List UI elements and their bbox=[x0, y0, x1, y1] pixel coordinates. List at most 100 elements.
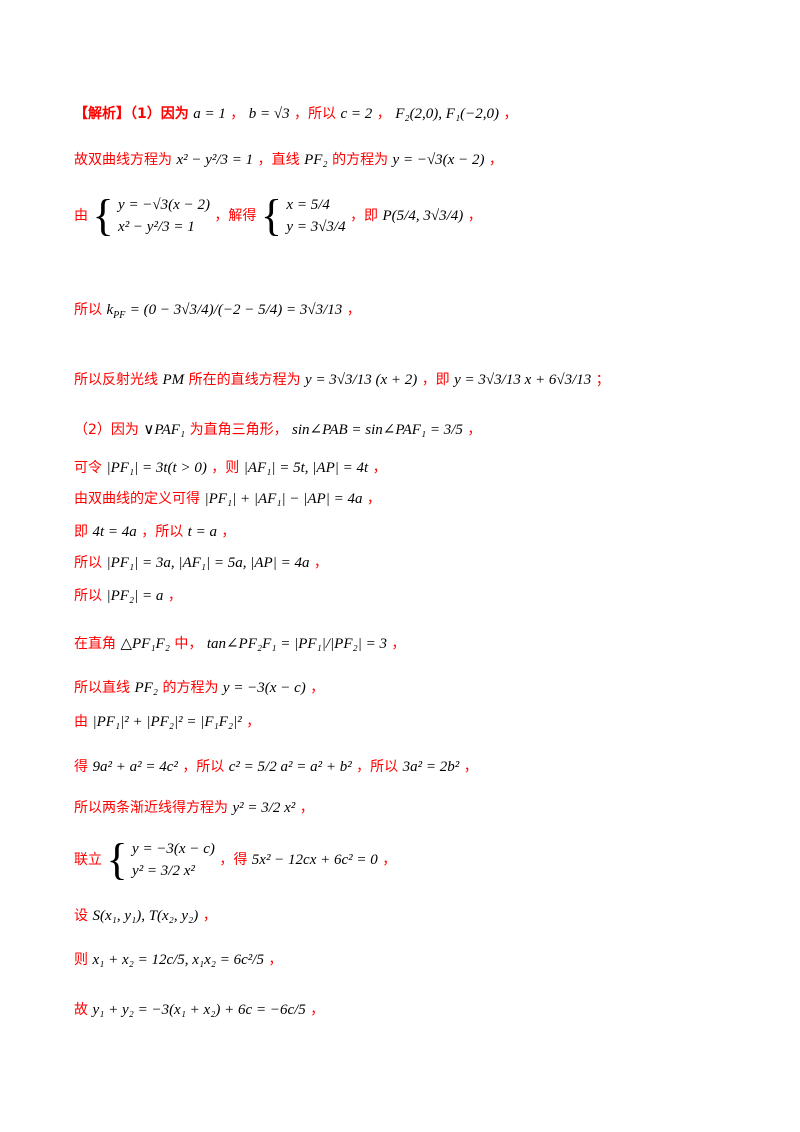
text: ，得 bbox=[219, 852, 248, 868]
system-row: y = −3(x − c) bbox=[132, 841, 215, 857]
text: ， bbox=[346, 302, 361, 318]
text: ，即 bbox=[421, 372, 450, 388]
text: ， bbox=[310, 1002, 325, 1018]
text: 即 bbox=[74, 524, 88, 540]
text: 所以直线 bbox=[74, 680, 130, 696]
text: ， bbox=[467, 422, 482, 438]
solution-line-6: （2）因为 ∨PAF₁ 为直角三角形， sin∠PAB = sin∠PAF₁ =… bbox=[74, 420, 481, 440]
solution-line-1: 【解析】（1）因为 a = 1 ， b = √3 ，所以 c = 2 ， F₂(… bbox=[74, 104, 518, 124]
text: ， bbox=[202, 908, 217, 924]
text: ， bbox=[488, 152, 503, 168]
text: ， bbox=[268, 952, 283, 968]
formula: c² = 5/2 a² = a² + b² bbox=[228, 759, 352, 775]
formula: tan∠PF₂F₁ = |PF₁|/|PF₂| = 3 bbox=[206, 636, 387, 652]
formula: F₂(2,0), F₁(−2,0) bbox=[395, 106, 500, 122]
formula: sin∠PAB = sin∠PAF₁ = 3/5 bbox=[292, 422, 463, 438]
text: 所以两条渐近线得方程为 bbox=[74, 800, 228, 816]
text: ，所以 bbox=[294, 106, 337, 122]
text: ，解得 bbox=[214, 208, 257, 224]
text: ， bbox=[299, 800, 314, 816]
text: ， bbox=[382, 852, 397, 868]
formula: x₁ + x₂ = 12c/5, x₁x₂ = 6c²/5 bbox=[92, 952, 264, 968]
text: 可令 bbox=[74, 460, 102, 476]
formula: P(5/4, 3√3/4) bbox=[382, 208, 464, 224]
formula: t = a bbox=[187, 524, 217, 540]
text: 所以 bbox=[74, 302, 102, 318]
slope-symbol: k bbox=[106, 302, 114, 318]
formula: 4t = 4a bbox=[92, 524, 137, 540]
formula: |PF₁| + |AF₁| − |AP| = 4a bbox=[204, 491, 363, 507]
formula: S(x₁, y₁), T(x₂, y₂) bbox=[92, 908, 199, 924]
equation-system: y = −√3(x − 2) x² − y²/3 = 1 bbox=[118, 194, 210, 238]
text: 所在的直线方程为 bbox=[188, 372, 301, 388]
formula: 3a² = 2b² bbox=[402, 759, 460, 775]
system-row: x = 5/4 bbox=[286, 197, 330, 213]
text: ，所以 bbox=[182, 759, 225, 775]
formula: |PF₁| = 3t(t > 0) bbox=[106, 460, 207, 476]
text: 为直角三角形， bbox=[189, 422, 288, 438]
text: 由 bbox=[74, 208, 88, 224]
formula: 5x² − 12cx + 6c² = 0 bbox=[251, 852, 378, 868]
text: ，所以 bbox=[141, 524, 184, 540]
text: 所以 bbox=[74, 588, 102, 604]
text: ， bbox=[391, 636, 406, 652]
left-brace-icon: { bbox=[106, 835, 128, 884]
formula: 9a² + a² = 4c² bbox=[92, 759, 178, 775]
solution-line-8: 由双曲线的定义可得 |PF₁| + |AF₁| − |AP| = 4a ， bbox=[74, 489, 381, 509]
text: 故双曲线方程为 bbox=[74, 152, 172, 168]
text: 由双曲线的定义可得 bbox=[74, 491, 200, 507]
text: ， bbox=[366, 491, 381, 507]
text: 则 bbox=[74, 952, 88, 968]
formula: |AF₁| = 5t, |AP| = 4t bbox=[243, 460, 369, 476]
equation-system: y = −3(x − c) y² = 3/2 x² bbox=[132, 838, 215, 882]
formula: kPF bbox=[106, 302, 126, 321]
text: 所以 bbox=[74, 555, 102, 571]
solution-line-18: 设 S(x₁, y₁), T(x₂, y₂) ， bbox=[74, 906, 217, 926]
solution-line-11: 所以 |PF₂| = a ， bbox=[74, 586, 182, 606]
formula: y = −√3(x − 2) bbox=[392, 152, 485, 168]
text: 设 bbox=[74, 908, 88, 924]
text: ，所以 bbox=[356, 759, 399, 775]
text: （2）因为 bbox=[74, 422, 139, 438]
formula: a = 1 bbox=[193, 106, 226, 122]
text: ， bbox=[230, 106, 245, 122]
text: ， bbox=[167, 588, 182, 604]
equation-system: x = 5/4 y = 3√3/4 bbox=[286, 194, 345, 238]
slope-subscript: PF bbox=[113, 310, 126, 321]
solution-line-4: 所以 kPF = (0 − 3√3/4)/(−2 − 5/4) = 3√3/13… bbox=[74, 300, 361, 326]
text: 联立 bbox=[74, 852, 102, 868]
text: ， bbox=[376, 106, 391, 122]
formula: = (0 − 3√3/4)/(−2 − 5/4) = 3√3/13 bbox=[129, 302, 343, 318]
formula: y₁ + y₂ = −3(x₁ + x₂) + 6c = −6c/5 bbox=[92, 1002, 306, 1018]
formula: c = 2 bbox=[340, 106, 373, 122]
formula: y = 3√3/13 (x + 2) bbox=[305, 372, 418, 388]
formula: y = 3√3/13 x + 6√3/13 bbox=[454, 372, 592, 388]
formula: x² − y²/3 = 1 bbox=[176, 152, 254, 168]
text: ， bbox=[313, 555, 328, 571]
formula: |PF₂| = a bbox=[106, 588, 164, 604]
solution-line-2: 故双曲线方程为 x² − y²/3 = 1 ，直线 PF₂ 的方程为 y = −… bbox=[74, 150, 503, 170]
text: ，直线 bbox=[257, 152, 300, 168]
text: ， bbox=[463, 759, 478, 775]
formula: y = −3(x − c) bbox=[222, 680, 306, 696]
formula: |PF₁|² + |PF₂|² = |F₁F₂|² bbox=[92, 714, 242, 730]
text: ， bbox=[221, 524, 236, 540]
text: 在直角 bbox=[74, 636, 116, 652]
formula: PM bbox=[162, 372, 185, 388]
solution-line-5: 所以反射光线 PM 所在的直线方程为 y = 3√3/13 (x + 2) ，即… bbox=[74, 370, 610, 390]
solution-line-3: 由 { y = −√3(x − 2) x² − y²/3 = 1 ，解得 { x… bbox=[74, 194, 482, 238]
solution-line-17: 联立 { y = −3(x − c) y² = 3/2 x² ，得 5x² − … bbox=[74, 838, 396, 882]
solution-line-7: 可令 |PF₁| = 3t(t > 0) ，则 |AF₁| = 5t, |AP|… bbox=[74, 458, 387, 478]
text: 由 bbox=[74, 714, 88, 730]
solution-line-15: 得 9a² + a² = 4c² ，所以 c² = 5/2 a² = a² + … bbox=[74, 757, 478, 777]
left-brace-icon: { bbox=[92, 191, 114, 240]
solution-line-13: 所以直线 PF₂ 的方程为 y = −3(x − c) ， bbox=[74, 678, 324, 698]
text: 得 bbox=[74, 759, 88, 775]
formula: |PF₁| = 3a, |AF₁| = 5a, |AP| = 4a bbox=[106, 555, 310, 571]
solution-line-19: 则 x₁ + x₂ = 12c/5, x₁x₂ = 6c²/5 ， bbox=[74, 950, 282, 970]
text: 所以反射光线 bbox=[74, 372, 158, 388]
system-row: y² = 3/2 x² bbox=[132, 863, 195, 879]
solution-line-16: 所以两条渐近线得方程为 y² = 3/2 x² ， bbox=[74, 798, 314, 818]
text: ， bbox=[503, 106, 518, 122]
text: 故 bbox=[74, 1002, 88, 1018]
